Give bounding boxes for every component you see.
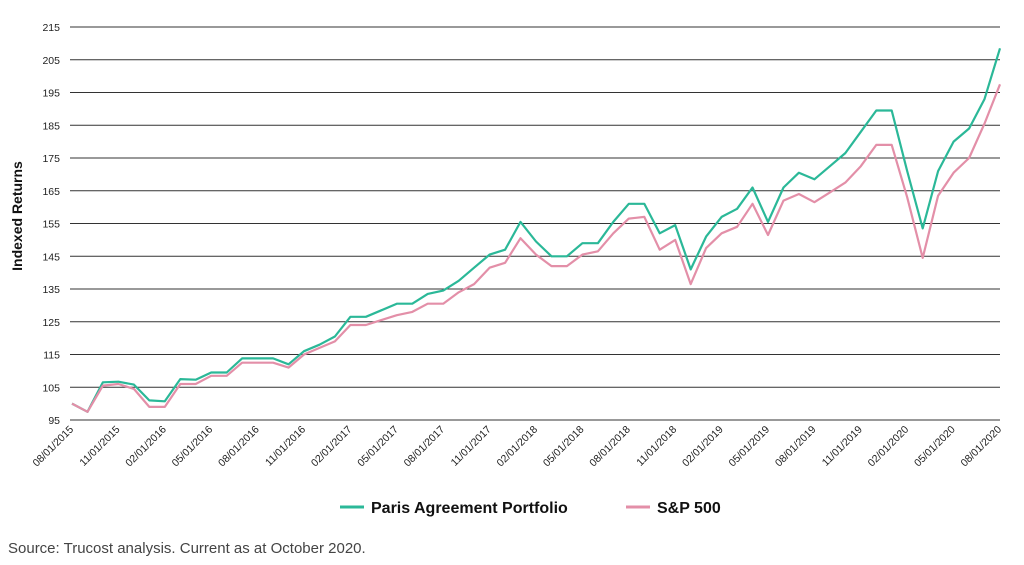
x-tick-label: 08/01/2015 — [30, 424, 76, 470]
x-tick-label: 11/01/2016 — [263, 424, 308, 469]
x-tick-label: 08/01/2017 — [402, 424, 448, 470]
y-tick-label: 125 — [42, 317, 60, 329]
y-axis-ticks: 95 105 115 125 135 145 155 165 175 185 195 205 215 — [42, 22, 60, 427]
y-tick-label: 155 — [42, 219, 60, 231]
x-tick-label: 02/01/2016 — [123, 424, 169, 470]
x-tick-label: 08/01/2020 — [958, 424, 1004, 470]
y-tick-label: 95 — [48, 415, 60, 427]
x-axis-ticks: 08/01/2015 11/01/2015 02/01/2016 05/01/2016… — [30, 424, 1004, 470]
x-tick-label: 08/01/2018 — [587, 424, 633, 470]
legend-label: S&P 500 — [657, 500, 721, 517]
series-lines — [71, 47, 1002, 413]
legend: Paris Agreement Portfolio S&P 500 — [340, 500, 721, 517]
y-tick-label: 115 — [43, 350, 60, 362]
x-tick-label: 02/01/2018 — [494, 424, 540, 470]
y-tick-label: 215 — [42, 22, 60, 34]
x-tick-label: 05/01/2020 — [912, 424, 958, 470]
y-axis-label: Indexed Returns — [9, 161, 25, 271]
x-tick-label: 02/01/2020 — [866, 424, 912, 470]
x-tick-label: 05/01/2016 — [170, 424, 216, 470]
x-tick-label: 11/01/2019 — [820, 424, 865, 469]
x-tick-label: 02/01/2017 — [309, 424, 355, 470]
line-chart: 95 105 115 125 135 145 155 165 175 185 195 205 215 0… — [9, 22, 1004, 517]
y-tick-label: 165 — [42, 186, 60, 198]
x-tick-label: 05/01/2019 — [726, 424, 772, 470]
series-line-sp500 — [71, 83, 1002, 413]
x-tick-label: 11/01/2015 — [77, 424, 122, 469]
series-line-paris — [71, 47, 1002, 413]
x-tick-label: 08/01/2016 — [216, 424, 262, 470]
x-tick-label: 11/01/2018 — [634, 424, 679, 469]
source-note: Source: Trucost analysis. Current as at … — [8, 540, 366, 557]
x-tick-label: 05/01/2018 — [541, 424, 587, 470]
y-tick-label: 175 — [42, 153, 60, 165]
y-tick-label: 105 — [42, 382, 60, 394]
gridlines — [70, 26, 1000, 421]
x-tick-label: 02/01/2019 — [680, 424, 726, 470]
y-tick-label: 185 — [42, 120, 60, 132]
y-tick-label: 135 — [42, 284, 60, 296]
y-tick-label: 145 — [42, 251, 60, 263]
x-tick-label: 11/01/2017 — [449, 424, 494, 469]
x-tick-label: 05/01/2017 — [355, 424, 401, 470]
legend-label: Paris Agreement Portfolio — [371, 500, 568, 517]
y-tick-label: 195 — [42, 88, 60, 100]
y-tick-label: 205 — [42, 55, 60, 67]
x-tick-label: 08/01/2019 — [773, 424, 819, 470]
